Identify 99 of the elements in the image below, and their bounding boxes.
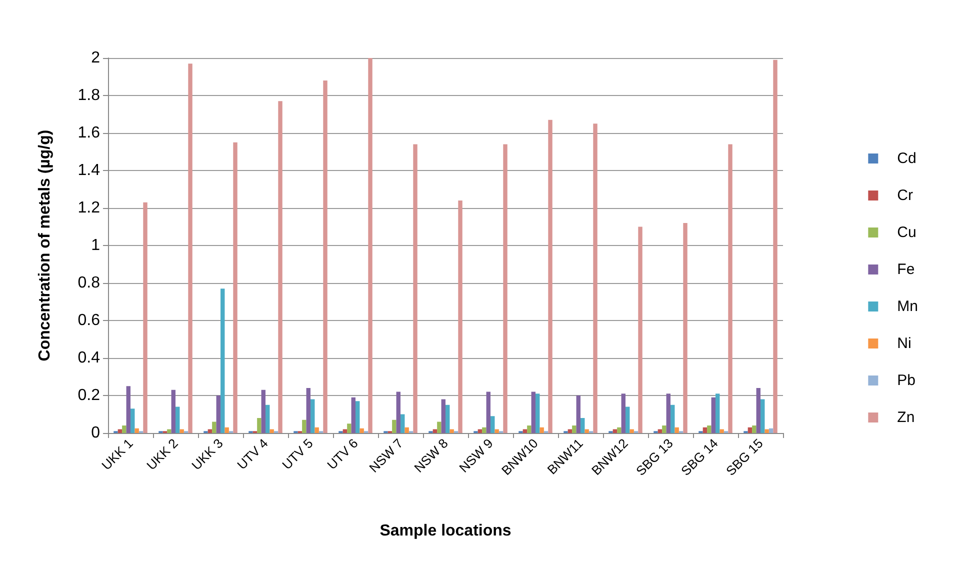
y-tick-label: 2 [91,50,100,66]
bar [122,426,126,433]
bar [261,390,266,433]
bar [180,429,184,433]
bar [216,396,220,433]
bar [486,392,490,433]
bar [527,426,532,433]
bar [748,427,752,433]
bar [584,429,589,433]
bar [490,416,495,433]
bar [760,399,765,433]
y-tick-label: 1 [91,237,100,254]
bar [630,429,634,433]
bar [441,399,446,433]
legend-label: Cd [897,150,916,167]
bar [638,226,642,433]
legend-label: Cr [897,187,913,204]
bar [167,429,172,433]
x-axis-title: Sample locations [380,522,512,540]
bar [134,428,139,433]
bar [494,429,499,433]
bar [392,420,396,433]
legend-label: Pb [897,372,916,389]
bar [707,426,712,433]
bar [482,427,486,433]
y-tick-label: 1.8 [78,87,100,104]
bar [617,427,622,433]
bar [306,388,310,433]
bar [626,406,630,433]
legend-label: Cu [897,224,916,241]
bar [323,80,328,433]
legend-label: Zn [897,409,915,426]
bar [404,427,409,433]
bar [302,420,306,433]
bar [143,202,148,433]
y-tick-label: 0.4 [78,350,100,366]
bar [212,422,216,433]
bar [310,399,315,433]
bar [711,397,716,433]
bar [756,388,760,433]
bar [368,58,372,433]
bar [536,394,540,433]
bar [720,429,724,433]
bar [446,404,450,433]
bar [126,386,130,433]
y-tick-label: 0 [91,424,100,442]
y-tick-label: 0.6 [78,312,100,329]
bar [773,60,778,433]
y-tick-label: 1.6 [78,124,100,142]
y-tick-label: 0.2 [78,387,100,404]
bar [593,124,598,433]
y-tick-label: 1.4 [78,162,100,179]
bar [764,429,769,433]
bar [540,427,544,433]
bar [220,288,225,433]
bar [360,428,364,433]
bar [171,390,176,433]
legend-label: Ni [897,335,912,352]
bar [503,144,508,433]
bar [224,427,229,433]
bar [347,424,352,433]
y-axis-title: Concentration of metals (µg/g) [36,130,54,362]
bar [413,144,418,433]
bar [683,223,688,433]
bar [666,394,670,433]
bar [450,429,454,433]
bar [257,418,262,433]
bar [351,397,356,433]
bar [548,120,552,433]
bar [531,392,536,433]
bar [176,406,180,433]
bar [716,394,720,433]
bar [278,101,282,433]
bar [130,408,135,433]
legend-label: Mn [897,298,918,315]
bar [396,392,400,433]
bar [768,428,774,433]
bar [702,427,708,433]
y-tick-label: 1.2 [78,200,100,216]
bar [437,422,442,433]
bar [728,144,732,433]
y-tick-label: 0.8 [78,274,100,292]
bar [356,401,360,433]
bar [662,426,666,433]
bar [674,427,679,433]
bar [270,429,274,433]
bar [752,426,756,433]
bar [580,418,585,433]
legend-label: Fe [897,261,915,278]
bar [266,404,270,433]
bar [314,427,319,433]
bar [670,404,675,433]
bar [572,426,576,433]
bar [576,396,580,433]
bar [458,200,462,433]
bar [400,414,405,433]
bar [621,394,626,433]
bar [188,64,192,433]
bar [233,142,238,433]
